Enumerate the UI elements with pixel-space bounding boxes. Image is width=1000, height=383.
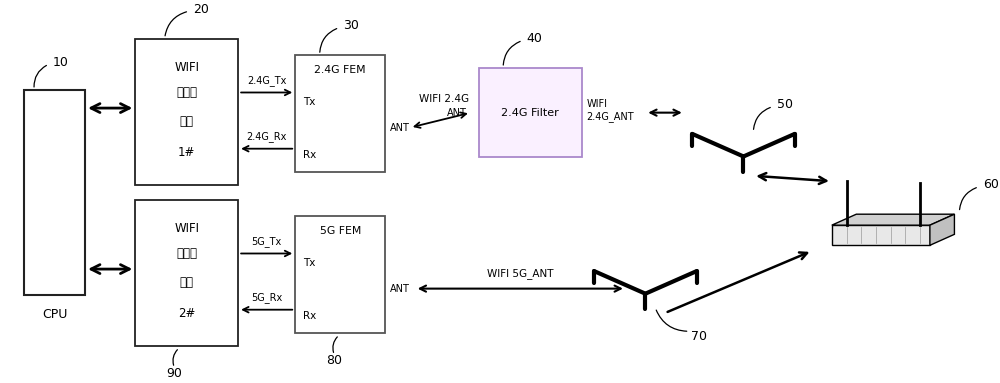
Text: 芯片: 芯片 — [180, 116, 194, 128]
Text: 5G FEM: 5G FEM — [320, 226, 361, 236]
Text: 5G_Tx: 5G_Tx — [252, 236, 282, 247]
Text: 收发机: 收发机 — [176, 86, 197, 99]
Text: 60: 60 — [983, 178, 999, 192]
Text: 30: 30 — [343, 19, 359, 32]
Text: Rx: Rx — [303, 311, 316, 321]
Text: ANT: ANT — [390, 123, 410, 133]
Text: 1#: 1# — [178, 146, 195, 159]
Bar — [295, 55, 385, 172]
Bar — [135, 200, 238, 346]
Text: 10: 10 — [53, 56, 69, 69]
Text: 2.4G_ANT: 2.4G_ANT — [587, 111, 634, 122]
Text: Tx: Tx — [303, 97, 315, 107]
Text: 2.4G_Tx: 2.4G_Tx — [247, 75, 286, 86]
Text: 50: 50 — [777, 98, 793, 111]
Text: 2.4G FEM: 2.4G FEM — [314, 65, 366, 75]
Text: 80: 80 — [326, 354, 342, 367]
Bar — [24, 90, 85, 295]
Text: 90: 90 — [167, 367, 182, 380]
Bar — [135, 39, 238, 185]
Text: WIFI 2.4G: WIFI 2.4G — [419, 94, 469, 104]
Text: CPU: CPU — [42, 308, 67, 321]
Text: WIFI 5G_ANT: WIFI 5G_ANT — [487, 268, 554, 279]
Polygon shape — [832, 214, 954, 225]
Text: 芯片: 芯片 — [180, 277, 194, 290]
Text: 2.4G Filter: 2.4G Filter — [501, 108, 559, 118]
Text: 2.4G_Rx: 2.4G_Rx — [247, 131, 287, 142]
Text: 5G_Rx: 5G_Rx — [251, 293, 282, 303]
Text: 2#: 2# — [178, 307, 195, 320]
Text: 70: 70 — [691, 330, 707, 343]
Text: ANT: ANT — [390, 284, 410, 294]
Text: WIFI: WIFI — [174, 61, 199, 74]
Bar — [479, 68, 582, 157]
Text: WIFI: WIFI — [587, 98, 608, 108]
Text: 20: 20 — [193, 3, 209, 16]
Text: Tx: Tx — [303, 258, 315, 268]
Text: WIFI: WIFI — [174, 222, 199, 235]
Text: 40: 40 — [527, 32, 542, 45]
Bar — [295, 216, 385, 333]
Text: Rx: Rx — [303, 149, 316, 160]
Text: 收发机: 收发机 — [176, 247, 197, 260]
Polygon shape — [832, 225, 930, 245]
Polygon shape — [930, 214, 954, 245]
Text: ANT: ANT — [447, 108, 467, 118]
